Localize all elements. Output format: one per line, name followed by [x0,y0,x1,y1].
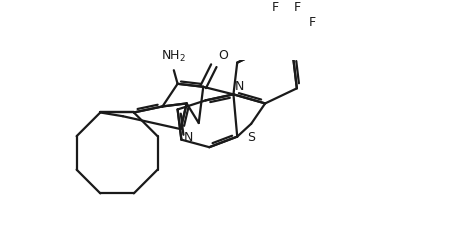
Text: N: N [184,131,193,144]
Text: N: N [235,80,244,93]
Text: S: S [247,131,255,144]
Text: O: O [218,49,228,62]
Text: F: F [294,1,301,14]
Text: F: F [271,1,279,14]
Text: NH$_2$: NH$_2$ [162,49,186,64]
Text: F: F [308,16,315,29]
